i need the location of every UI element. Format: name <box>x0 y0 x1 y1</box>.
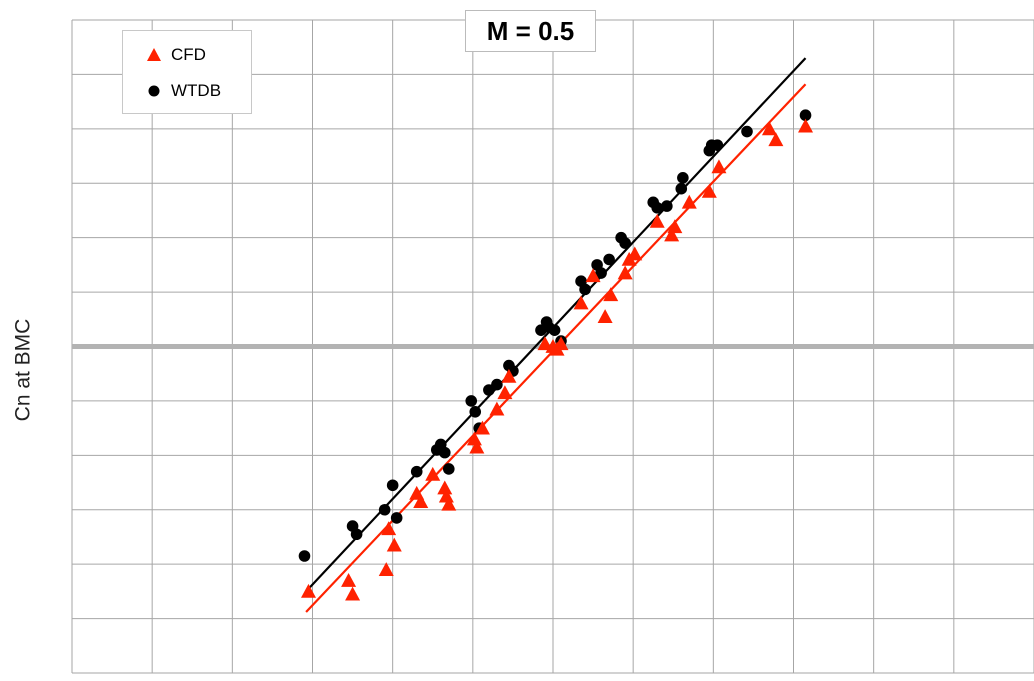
chart-title: M = 0.5 <box>465 10 596 52</box>
cfd-data-point <box>501 368 517 383</box>
wtdb-data-point <box>619 237 631 249</box>
legend-label-wtdb: WTDB <box>171 81 222 100</box>
cfd-data-point <box>627 246 643 261</box>
cfd-data-point <box>664 227 680 242</box>
cfd-data-point <box>497 385 513 400</box>
legend-label-cfd: CFD <box>171 45 206 64</box>
cfd-data-point <box>701 183 717 198</box>
cfd-data-point <box>597 309 613 323</box>
cfd-data-point <box>378 562 394 576</box>
cfd-data-point <box>798 118 814 133</box>
wtdb-data-point <box>442 463 455 475</box>
cfd-data-point <box>681 194 697 209</box>
cfd-data-point <box>345 586 361 601</box>
cfd-data-point <box>649 213 665 228</box>
wtdb-data-point <box>350 528 363 541</box>
cfd-data-point <box>603 287 619 302</box>
cfd-data-point <box>768 132 784 147</box>
wtdb-data-point <box>469 406 482 418</box>
cfd-data-point <box>474 420 490 435</box>
wtdb-data-point <box>491 378 503 391</box>
cfd-data-point <box>425 466 441 481</box>
cfd-data-point <box>711 159 727 174</box>
cfd-data-point <box>438 488 454 503</box>
cfd-data-point <box>300 583 316 598</box>
wtdb-data-point <box>548 324 561 336</box>
cfd-data-point <box>437 480 453 495</box>
legend-item-wtdb: WTDB <box>145 79 221 103</box>
cfd-data-point <box>381 521 397 536</box>
wtdb-data-point <box>579 283 591 296</box>
wtdb-data-point <box>390 512 403 524</box>
cfd-data-point <box>617 265 633 280</box>
legend: CFD WTDB <box>122 30 252 114</box>
cfd-data-point <box>413 494 429 508</box>
wtdb-data-point <box>675 182 688 195</box>
wtdb-data-point <box>661 200 673 212</box>
wtdb-data-point <box>378 503 391 516</box>
wtdb-data-point <box>386 479 399 492</box>
wtdb-data-point <box>298 550 311 562</box>
cfd-data-point <box>386 537 402 552</box>
cfd-data-point <box>469 439 485 454</box>
legend-item-cfd: CFD <box>145 43 206 67</box>
cfd-data-point <box>537 336 553 351</box>
wtdb-data-point <box>603 253 615 266</box>
triangle-marker-icon <box>147 48 161 61</box>
cfd-data-point <box>585 268 601 283</box>
cfd-data-point <box>466 431 482 446</box>
cfd-data-point <box>761 121 777 136</box>
wtdb-data-point <box>465 395 478 407</box>
wtdb-data-point <box>677 172 689 184</box>
cfd-data-point <box>489 401 505 416</box>
wtdb-data-point <box>741 125 753 138</box>
cfd-data-point <box>667 219 683 234</box>
y-axis-label-container: Cn at BMC <box>5 170 41 570</box>
wtdb-data-point <box>799 109 812 122</box>
cfd-data-point <box>441 496 457 511</box>
wtdb-data-point <box>410 465 423 478</box>
circle-marker-icon <box>148 85 160 97</box>
cfd-data-point <box>553 336 569 351</box>
cfd-data-point <box>573 295 589 310</box>
wtdb-data-point <box>711 139 724 151</box>
y-axis-label: Cn at BMC <box>11 318 35 422</box>
wtdb-data-point <box>651 201 664 214</box>
cfd-data-point <box>341 572 357 587</box>
wtdb-data-point <box>595 267 607 279</box>
wtdb-data-point <box>438 446 451 459</box>
